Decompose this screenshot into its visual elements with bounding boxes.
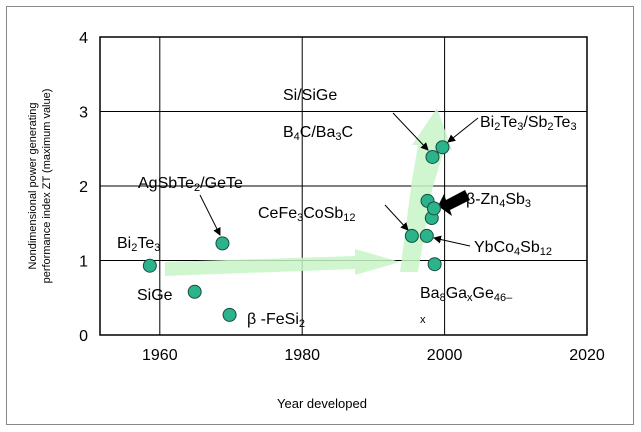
annotation-text: Ba: [420, 285, 440, 302]
annotation-text: Bi: [117, 235, 131, 252]
data-point: [222, 307, 237, 322]
annotation: Si/SiGe: [283, 87, 337, 104]
x-tick-label: 2000: [427, 347, 463, 364]
frame: [6, 6, 634, 425]
annotation-text: SiGe: [137, 287, 173, 304]
data-point: [215, 236, 230, 251]
data-point: [142, 258, 157, 273]
pointer: [433, 235, 471, 247]
subscript: 3: [297, 212, 303, 224]
data-point: [404, 228, 419, 243]
data-point: [426, 201, 441, 216]
subscript: 2: [194, 182, 200, 194]
pointer: [392, 112, 429, 151]
subscript: x: [467, 292, 473, 304]
annotation-text: YbCo: [474, 239, 514, 256]
x-tick-label: 1980: [284, 347, 320, 364]
data-point: [427, 257, 442, 272]
data-point: [187, 284, 202, 299]
subscript: 3: [570, 121, 576, 133]
annotation-text: /Sb: [523, 114, 547, 131]
y-tick-label: 0: [79, 328, 88, 345]
subscript: 3: [517, 121, 523, 133]
y-axis-label: Nondimensional power generating performan…: [27, 89, 53, 284]
annotation: CeFe3CoSb12: [258, 205, 356, 224]
annotation: Ba8GaxGe46–: [420, 285, 513, 304]
annotation-text: Te: [554, 114, 571, 131]
data-point: [419, 228, 434, 243]
annotation-text: C: [342, 124, 354, 141]
annotation: B4C/Ba3C: [283, 124, 353, 143]
annotation: SiGe: [137, 287, 173, 304]
subscript: 4: [499, 198, 505, 210]
subscript: 3: [335, 131, 341, 143]
annotation: β-Zn4Sb3: [466, 191, 531, 210]
annotation-text: CeFe: [258, 205, 297, 222]
data-point: [435, 140, 450, 155]
x-tick-label: 2020: [569, 347, 605, 364]
annotation: x: [420, 314, 426, 326]
annotation: Bi2Te3/Sb2Te3: [480, 114, 577, 133]
subscript: 3: [154, 242, 160, 254]
y-tick-label: 4: [79, 30, 88, 47]
annotation-text: Bi: [480, 114, 494, 131]
x-tick-label: 1960: [142, 347, 178, 364]
annotation-text: β -FeSi: [247, 311, 299, 328]
subscript: 4: [294, 131, 300, 143]
data-point: [425, 149, 440, 164]
trend-arrow-horizontal: [165, 249, 400, 276]
annotation-text: CoSb: [303, 205, 343, 222]
subscript: 3: [525, 198, 531, 210]
subscript: 2: [547, 121, 553, 133]
annotation: AgSbTe2/GeTe: [138, 175, 243, 194]
annotation-text: Sb: [505, 191, 525, 208]
plot-frame: [99, 36, 588, 336]
annotation-text: β-Zn: [466, 191, 499, 208]
pointer: [199, 194, 221, 236]
y-tick-label: 2: [79, 179, 88, 196]
pointer: [447, 117, 479, 143]
annotation: Bi2Te3: [117, 235, 160, 254]
y-tick-label: 3: [79, 105, 88, 122]
subscript: 12: [540, 246, 552, 258]
annotation-text: B: [283, 124, 294, 141]
annotation: YbCo4Sb12: [474, 239, 552, 258]
subscript: x: [420, 314, 426, 326]
annotation-text: Te: [500, 114, 517, 131]
annotation-text: Sb: [520, 239, 540, 256]
subscript: 2: [299, 318, 305, 330]
subscript: 2: [131, 242, 137, 254]
annotation-text: /GeTe: [200, 175, 243, 192]
annotation-text: Si/SiGe: [283, 87, 337, 104]
subscript: 8: [440, 292, 446, 304]
subscript: 46–: [494, 292, 513, 304]
annotation-text: Ga: [446, 285, 467, 302]
x-axis-label: Year developed: [277, 396, 367, 411]
subscript: 12: [343, 212, 355, 224]
annotation: β -FeSi2: [247, 311, 305, 330]
subscript: 2: [494, 121, 500, 133]
pointer: [384, 204, 409, 231]
annotation-text: Ge: [473, 285, 494, 302]
subscript: 4: [514, 246, 520, 258]
pointer-thick: [438, 190, 470, 216]
annotation-text: C/Ba: [300, 124, 336, 141]
annotation-text: Te: [137, 235, 154, 252]
annotation-text: AgSbTe: [138, 175, 194, 192]
y-tick-label: 1: [79, 254, 88, 271]
